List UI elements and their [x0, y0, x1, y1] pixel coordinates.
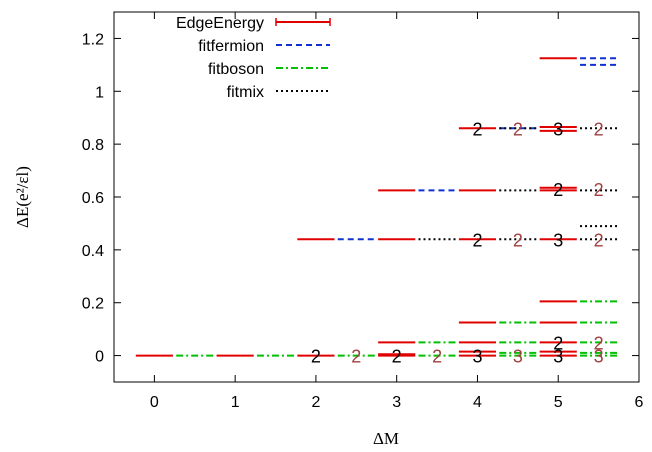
- degeneracy-label: 3: [553, 119, 563, 139]
- y-tick-label: 0.2: [82, 296, 104, 313]
- legend: EdgeEnergy fitfermion fitboson fitmix: [176, 15, 331, 101]
- degeneracy-label: 2: [432, 347, 442, 367]
- y-tick-label: 0: [95, 349, 104, 366]
- degeneracy-label: 2: [513, 119, 523, 139]
- degeneracy-label: 3: [594, 347, 604, 367]
- x-tick-label: 1: [231, 394, 240, 411]
- degeneracy-label: 3: [513, 347, 523, 367]
- y-tick-label: 1: [95, 84, 104, 101]
- x-tick-label: 5: [554, 394, 563, 411]
- degeneracy-label: 2: [392, 347, 402, 367]
- degeneracy-label: 2: [553, 180, 563, 200]
- degeneracy-label: 2: [594, 333, 604, 353]
- x-axis-title: ΔM: [373, 429, 399, 448]
- x-tick-label: 0: [150, 394, 159, 411]
- legend-label: fitmix: [227, 84, 264, 101]
- legend-label: EdgeEnergy: [176, 15, 264, 32]
- degeneracy-label: 2: [351, 347, 361, 367]
- y-axis-title: ΔE(e²/εl): [13, 166, 32, 228]
- axis-ticks: 0 1 2 3 4 5 600.20.40.60.811.2: [82, 12, 644, 411]
- x-tick-label: 6: [635, 394, 644, 411]
- legend-label: fitboson: [208, 61, 264, 78]
- degeneracy-label: 2: [311, 347, 321, 367]
- y-tick-label: 1.2: [82, 31, 104, 48]
- y-tick-label: 0.6: [82, 190, 104, 207]
- degeneracy-label: 2: [594, 230, 604, 250]
- energy-levels: [135, 57, 618, 357]
- x-tick-label: 2: [311, 394, 320, 411]
- degeneracy-label: 2: [594, 119, 604, 139]
- degeneracy-label: 2: [513, 230, 523, 250]
- y-tick-label: 0.8: [82, 137, 104, 154]
- degeneracy-label: 3: [553, 230, 563, 250]
- y-tick-label: 0.4: [82, 243, 104, 260]
- degeneracy-label: 2: [553, 333, 563, 353]
- degeneracy-label: 2: [594, 180, 604, 200]
- degeneracy-label: 3: [553, 347, 563, 367]
- x-tick-label: 4: [473, 394, 482, 411]
- legend-label: fitfermion: [198, 38, 264, 55]
- x-tick-label: 3: [392, 394, 401, 411]
- degeneracy-label: 2: [472, 230, 482, 250]
- degeneracy-label: 2: [472, 119, 482, 139]
- degeneracy-label: 3: [472, 347, 482, 367]
